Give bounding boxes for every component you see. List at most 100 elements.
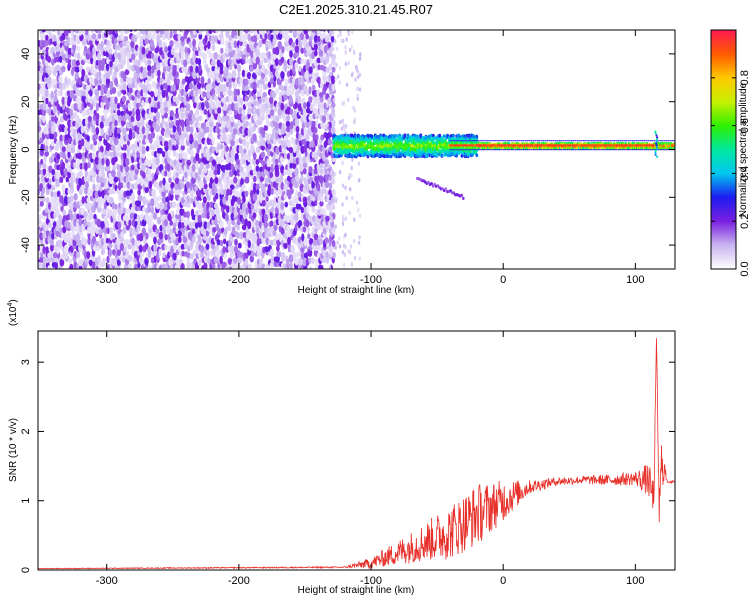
noise-pixel xyxy=(151,249,155,256)
noise-pixel xyxy=(297,95,301,104)
noise-pixel xyxy=(100,40,104,49)
noise-pixel xyxy=(147,75,152,82)
noise-pixel xyxy=(97,30,103,35)
noise-pixel xyxy=(230,116,235,123)
noise-pixel xyxy=(297,191,302,198)
noise-pixel xyxy=(252,233,257,242)
noise-pixel xyxy=(244,120,250,127)
noise-pixel xyxy=(294,167,299,176)
noise-pixel xyxy=(80,184,86,191)
noise-pixel xyxy=(153,243,158,252)
noise-pixel xyxy=(303,84,308,92)
noise-pixel xyxy=(197,58,202,66)
noise-pixel xyxy=(147,159,152,167)
faint-pixel xyxy=(358,213,362,218)
noise-pixel xyxy=(150,39,155,48)
noise-pixel xyxy=(252,192,258,202)
noise-pixel xyxy=(308,114,314,122)
noise-pixel xyxy=(135,66,141,75)
noise-pixel xyxy=(189,82,193,90)
noise-pixel xyxy=(245,176,250,184)
noise-pixel xyxy=(148,180,153,190)
faint-pixel xyxy=(327,49,330,55)
noise-pixel xyxy=(130,40,135,49)
noise-pixel xyxy=(264,76,268,83)
noise-pixel xyxy=(155,111,161,121)
faint-pixel xyxy=(332,97,335,103)
noise-pixel xyxy=(133,213,138,220)
noise-pixel xyxy=(56,104,61,111)
noise-pixel xyxy=(136,121,141,128)
noise-pixel xyxy=(164,46,169,53)
noise-pixel xyxy=(42,158,47,164)
noise-pixel xyxy=(94,156,100,165)
noise-pixel xyxy=(136,31,141,40)
noise-pixel xyxy=(267,200,271,208)
noise-pixel xyxy=(92,260,96,269)
noise-pixel xyxy=(114,44,118,51)
faint-pixel xyxy=(344,45,347,50)
noise-pixel xyxy=(147,83,152,93)
noise-pixel xyxy=(48,47,52,55)
noise-pixel xyxy=(261,199,266,207)
noise-pixel xyxy=(264,32,268,41)
noise-pixel xyxy=(230,155,235,164)
noise-pixel xyxy=(111,87,117,95)
noise-pixel xyxy=(161,118,165,127)
noise-pixel xyxy=(61,124,66,133)
faint-pixel xyxy=(347,31,350,37)
noise-pixel xyxy=(197,214,202,223)
noise-pixel xyxy=(150,205,155,214)
noise-pixel xyxy=(208,126,213,134)
noise-pixel xyxy=(42,101,47,111)
noise-pixel xyxy=(155,157,160,166)
noise-pixel xyxy=(91,255,96,262)
noise-pixel xyxy=(222,30,226,32)
noise-pixel xyxy=(48,178,52,185)
noise-pixel xyxy=(85,181,89,190)
noise-pixel xyxy=(131,155,135,164)
noise-pixel xyxy=(98,70,102,79)
noise-pixel xyxy=(134,205,139,212)
noise-pixel xyxy=(138,232,144,242)
noise-pixel xyxy=(137,205,142,212)
noise-pixel xyxy=(141,171,146,179)
noise-pixel xyxy=(249,30,255,34)
noise-pixel xyxy=(81,94,87,103)
noise-pixel xyxy=(305,121,310,129)
noise-pixel xyxy=(289,50,293,58)
noise-pixel xyxy=(239,251,244,259)
noise-pixel xyxy=(169,40,174,48)
noise-pixel xyxy=(255,220,260,227)
noise-pixel xyxy=(141,126,146,135)
noise-pixel xyxy=(146,174,152,181)
noise-pixel xyxy=(291,41,296,48)
noise-pixel xyxy=(125,46,130,53)
noise-pixel xyxy=(241,184,247,190)
noise-pixel xyxy=(276,245,280,252)
noise-pixel xyxy=(117,213,122,222)
noise-pixel xyxy=(74,71,79,80)
noise-pixel xyxy=(127,243,133,250)
noise-pixel xyxy=(261,208,266,216)
noise-pixel xyxy=(139,195,143,202)
noise-pixel xyxy=(219,183,224,190)
noise-pixel xyxy=(219,239,224,247)
noise-pixel xyxy=(225,200,229,207)
noise-pixel xyxy=(77,102,83,110)
noise-pixel xyxy=(84,187,89,195)
noise-pixel xyxy=(227,57,232,67)
noise-pixel xyxy=(183,59,188,68)
noise-pixel xyxy=(51,168,56,176)
faint-pixel xyxy=(349,244,353,249)
faint-pixel xyxy=(336,74,340,79)
noise-pixel xyxy=(110,144,116,152)
noise-pixel xyxy=(63,195,68,205)
noise-pixel xyxy=(164,121,169,129)
noise-pixel xyxy=(147,70,152,77)
noise-pixel xyxy=(207,132,213,139)
noise-pixel xyxy=(70,171,76,178)
noise-pixel xyxy=(105,158,110,167)
noise-pixel xyxy=(44,38,49,47)
